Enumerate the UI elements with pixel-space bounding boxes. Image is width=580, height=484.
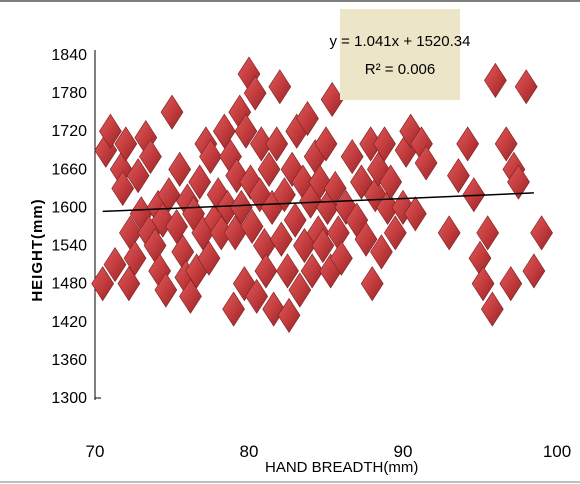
data-point bbox=[456, 126, 480, 162]
data-point bbox=[414, 145, 438, 181]
data-point bbox=[277, 297, 301, 333]
data-point bbox=[354, 221, 378, 257]
data-point bbox=[213, 113, 236, 149]
data-point bbox=[320, 81, 344, 118]
data-point bbox=[179, 278, 202, 314]
data-point bbox=[160, 94, 184, 130]
data-point bbox=[111, 170, 135, 206]
y-tick-label: 1600 bbox=[51, 199, 87, 216]
data-point bbox=[157, 177, 181, 213]
data-point bbox=[403, 196, 427, 232]
data-point bbox=[340, 139, 364, 175]
data-point bbox=[373, 126, 396, 162]
y-tick-label: 1780 bbox=[51, 85, 87, 102]
x-tick-labels: 70 80 90 100 bbox=[86, 442, 572, 461]
data-point bbox=[323, 170, 347, 206]
r-squared-label: R² = 0.006 bbox=[365, 61, 435, 78]
data-point bbox=[114, 126, 138, 162]
axes bbox=[94, 50, 101, 400]
equation-box: y = 1.041x + 1520.34 R² = 0.006 bbox=[330, 9, 471, 100]
data-point bbox=[123, 240, 147, 276]
data-point bbox=[245, 278, 269, 314]
data-point bbox=[240, 208, 264, 245]
y-tick-label: 1840 bbox=[51, 47, 87, 64]
data-point bbox=[311, 228, 335, 264]
trendline-group bbox=[102, 192, 534, 213]
data-point bbox=[522, 253, 546, 289]
y-tick-label: 1480 bbox=[51, 276, 87, 293]
data-point bbox=[165, 208, 188, 245]
data-point bbox=[476, 215, 500, 251]
data-point bbox=[199, 139, 222, 175]
data-point bbox=[234, 113, 258, 149]
data-point bbox=[514, 69, 538, 105]
data-point bbox=[437, 215, 461, 251]
data-point bbox=[276, 253, 299, 289]
data-point bbox=[300, 253, 324, 289]
data-point bbox=[314, 126, 338, 162]
data-point bbox=[239, 164, 262, 200]
data-point bbox=[168, 151, 192, 187]
data-point bbox=[229, 189, 253, 225]
data-point bbox=[283, 202, 307, 238]
data-point bbox=[360, 266, 384, 302]
data-point bbox=[91, 266, 115, 302]
data-point bbox=[268, 69, 292, 105]
data-point bbox=[471, 266, 495, 302]
data-point bbox=[330, 240, 353, 276]
data-point bbox=[249, 126, 273, 162]
data-point bbox=[154, 272, 178, 308]
data-point bbox=[257, 151, 281, 187]
equation-box-background bbox=[340, 9, 460, 100]
y-tick-label: 1720 bbox=[51, 123, 87, 140]
x-tick-label: 70 bbox=[86, 442, 105, 461]
data-point bbox=[117, 266, 141, 302]
data-point bbox=[484, 62, 507, 98]
y-tick-label: 1360 bbox=[51, 352, 87, 369]
y-tick-label: 1540 bbox=[51, 238, 87, 255]
data-point bbox=[494, 126, 518, 162]
x-tick-label: 80 bbox=[240, 442, 259, 461]
y-axis-title: HEIGHT(mm) bbox=[29, 198, 46, 301]
trendline bbox=[102, 192, 534, 213]
data-point bbox=[126, 158, 150, 194]
y-tick-label: 1300 bbox=[51, 390, 87, 407]
data-point bbox=[139, 139, 162, 175]
data-point bbox=[265, 126, 289, 162]
data-point bbox=[243, 75, 267, 111]
data-point bbox=[499, 266, 523, 302]
x-axis-title: HAND BREADTH(mm) bbox=[265, 459, 418, 476]
data-point bbox=[99, 113, 122, 149]
x-tick-label: 100 bbox=[543, 442, 571, 461]
equation-label: y = 1.041x + 1520.34 bbox=[330, 33, 471, 50]
data-point bbox=[507, 164, 530, 200]
data-point bbox=[197, 240, 221, 276]
data-point bbox=[383, 215, 407, 251]
data-point bbox=[480, 291, 504, 327]
data-point bbox=[530, 215, 553, 251]
data-point bbox=[222, 291, 245, 327]
data-point bbox=[254, 253, 278, 289]
data-point bbox=[188, 164, 212, 200]
x-tick-label: 90 bbox=[394, 442, 413, 461]
data-point bbox=[296, 100, 319, 137]
y-tick-labels: 1300 1360 1420 1480 1540 1600 1660 1720 1780 1840 bbox=[51, 47, 87, 407]
data-point bbox=[103, 247, 127, 283]
y-tick-label: 1660 bbox=[51, 161, 87, 178]
data-point bbox=[269, 221, 293, 257]
data-point bbox=[447, 158, 470, 194]
data-point bbox=[370, 234, 393, 270]
y-tick-label: 1420 bbox=[51, 314, 87, 331]
data-point bbox=[288, 272, 312, 308]
